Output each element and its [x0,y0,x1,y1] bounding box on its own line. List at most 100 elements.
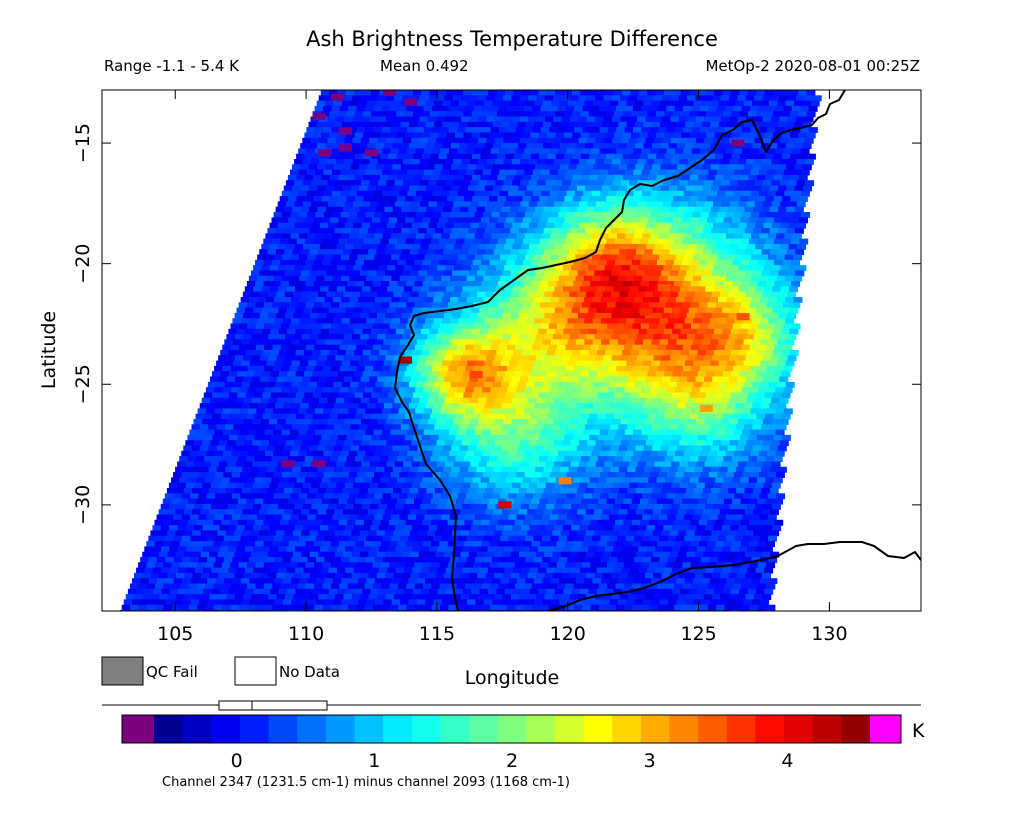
heatmap-cell [289,344,299,351]
heatmap-cell [352,180,362,187]
heatmap-cell [757,281,767,287]
heatmap-cell [641,450,651,457]
heatmap-cell [487,265,497,271]
heatmap-cell [601,445,611,452]
heatmap-cell [763,440,773,447]
heatmap-cell [748,456,758,462]
heatmap-cell [522,238,532,245]
heatmap-cell [486,440,496,447]
heatmap-cell [303,328,313,335]
heatmap-cell [467,318,476,325]
heatmap-cell [345,243,354,250]
heatmap-cell [374,233,384,240]
range-label: Range -1.1 - 5.4 K [104,57,240,75]
heatmap-cell [378,286,388,293]
heatmap-cell [771,222,781,229]
heatmap-cell [300,466,310,473]
heatmap-cell [388,434,398,441]
heatmap-cell [237,434,247,441]
heatmap-cell [761,270,771,277]
heatmap-cell [484,360,494,367]
heatmap-cell [621,482,631,489]
heatmap-cell [429,328,439,335]
heatmap-cell [312,153,322,160]
heatmap-cell [398,105,408,112]
heatmap-cell [791,302,801,309]
heatmap-cell [703,312,713,319]
heatmap-cell [561,397,571,404]
heatmap-cell [412,350,422,356]
heatmap-cell [679,397,688,404]
heatmap-cell [534,424,544,431]
heatmap-cell [643,164,653,171]
heatmap-cell [473,127,483,133]
heatmap-cell [488,174,498,181]
heatmap-cell [187,477,197,484]
heatmap-cell [426,164,435,171]
heatmap-cell [766,344,776,351]
heatmap-cell [732,238,742,245]
heatmap-cell [583,233,593,240]
heatmap-cell [403,243,413,250]
heatmap-cell [426,228,436,234]
heatmap-cell [654,243,664,250]
heatmap-cell [235,397,245,404]
heatmap-cell [681,153,691,160]
heatmap-cell [338,196,348,202]
heatmap-cell [600,254,610,261]
heatmap-cell [703,270,713,277]
heatmap-cell [625,297,635,303]
heatmap-cell [253,286,263,293]
heatmap-cell [593,100,602,107]
heatmap-cell [538,90,548,96]
heatmap-cell [463,392,473,399]
heatmap-cell [204,434,214,441]
heatmap-cell [597,174,607,181]
heatmap-cell [653,116,663,123]
heatmap-cell [511,95,521,102]
heatmap-cell [331,365,341,372]
heatmap-cell [314,323,324,330]
heatmap-cell [419,180,429,187]
heatmap-cell [478,222,488,229]
heatmap-cell [413,392,423,399]
heatmap-cell [509,381,519,388]
heatmap-cell [689,174,699,181]
heatmap-cell [686,228,696,234]
heatmap-cell [260,397,270,404]
heatmap-cell [210,440,220,447]
heatmap-cell [554,222,564,229]
heatmap-cell [304,477,314,484]
heatmap-cell [547,477,557,484]
heatmap-cell [202,482,212,489]
heatmap-cell [233,403,243,409]
heatmap-cell [578,334,587,340]
heatmap-cell [406,105,416,112]
heatmap-cell [505,371,515,378]
heatmap-cell [380,217,390,224]
heatmap-cell [284,312,294,319]
heatmap-cell [357,472,367,478]
heatmap-cell [743,275,752,282]
heatmap-cell [484,185,494,192]
heatmap-cell [592,297,602,303]
heatmap-cell [561,355,571,362]
heatmap-cell [325,206,335,213]
heatmap-cell [636,355,646,362]
heatmap-cell [605,371,615,378]
heatmap-cell [699,323,709,330]
heatmap-cell [779,355,789,362]
heatmap-cell [668,445,678,452]
heatmap-cell [433,339,443,346]
heatmap-cell [645,355,655,362]
heatmap-cell [488,111,498,118]
heatmap-cell [464,238,474,245]
heatmap-cell [476,403,485,409]
heatmap-cell [316,381,326,388]
heatmap-cell [479,243,488,250]
heatmap-cell [266,381,276,388]
heatmap-cell [175,466,185,473]
heatmap-cell [744,143,753,149]
heatmap-cell [343,95,353,102]
heatmap-cell [753,291,763,298]
